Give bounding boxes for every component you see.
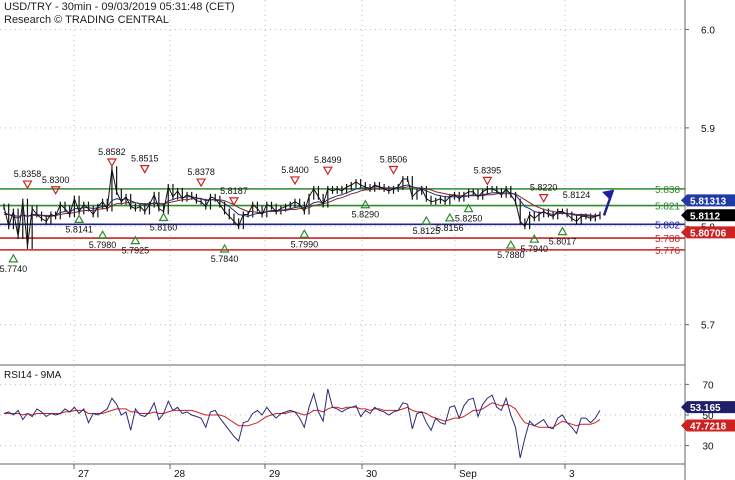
price-badge-label: 5.81313 xyxy=(690,196,727,207)
annotation-label: 5.8220 xyxy=(530,183,558,193)
price-badge-label: 5.8112 xyxy=(690,211,720,222)
chart-title: USD/TRY - 30min - 09/03/2019 05:31:48 (C… xyxy=(4,1,235,13)
rsi-badge-label: 47.7218 xyxy=(690,421,727,432)
x-tick-label: 30 xyxy=(366,469,378,480)
annotation-label: 5.7980 xyxy=(89,240,117,250)
resistance-marker xyxy=(196,178,207,188)
support-marker xyxy=(299,229,310,238)
resistance-marker xyxy=(322,166,333,176)
price-line xyxy=(3,169,601,246)
annotation-label: 5.7840 xyxy=(211,254,239,264)
support-marker xyxy=(360,199,371,209)
annotation-label: 5.8290 xyxy=(352,210,380,220)
annotation-label: 5.7940 xyxy=(521,244,549,254)
rsi-series xyxy=(3,388,601,459)
y-tick-label: 5.7 xyxy=(701,321,715,332)
resistance-marker xyxy=(139,165,150,174)
support-marker xyxy=(557,226,568,236)
support-marker xyxy=(505,239,516,249)
x-tick-label: Sep xyxy=(459,469,477,480)
resistance-marker xyxy=(106,158,117,168)
support-marker xyxy=(219,243,230,253)
support-marker xyxy=(463,203,474,213)
annotation-label: 5.8499 xyxy=(314,155,342,165)
annotation-label: 5.8506 xyxy=(380,154,408,164)
rsi-panel-title: RSI14 - 9MA xyxy=(4,370,62,381)
annotation-label: 5.8125 xyxy=(413,226,441,236)
rsi-y-tick-label: 70 xyxy=(702,380,714,391)
resistance-marker xyxy=(289,176,300,186)
level-label: 5.838 xyxy=(655,185,680,196)
x-tick-label: 3 xyxy=(569,469,575,480)
level-label: 5.776 xyxy=(655,246,680,257)
chart-subtitle: Research © TRADING CENTRAL xyxy=(4,14,169,26)
annotation-label: 5.8515 xyxy=(131,154,159,164)
y-tick-label: 5.9 xyxy=(701,124,715,135)
support-marker xyxy=(8,253,19,263)
support-marker xyxy=(97,230,108,239)
price-badge-last xyxy=(681,209,735,222)
level-label: 5.802 xyxy=(655,220,680,231)
annotation-label: 5.8141 xyxy=(65,224,93,234)
rsi-line xyxy=(3,388,601,459)
support-marker xyxy=(158,212,169,222)
level-label: 5.788 xyxy=(655,234,680,245)
annotation-label: 5.8187 xyxy=(220,186,248,196)
resistance-marker xyxy=(228,197,239,207)
price-badge-bid xyxy=(681,226,735,239)
resistance-marker xyxy=(482,176,493,186)
annotation-label: 5.8378 xyxy=(187,167,215,177)
resistance-marker xyxy=(538,194,549,203)
annotation-label: 5.8358 xyxy=(14,169,42,179)
price-series xyxy=(3,166,615,249)
support-marker xyxy=(130,235,141,245)
x-tick-label: 27 xyxy=(78,469,90,480)
annotation-label: 5.8395 xyxy=(474,165,502,175)
annotation-label: 5.7990 xyxy=(291,239,319,249)
resistance-marker xyxy=(388,165,399,175)
annotation-label: 5.8582 xyxy=(98,147,126,157)
annotation-label: 5.7880 xyxy=(497,250,525,260)
annotation-label: 5.8300 xyxy=(42,175,70,185)
ma-fast-line xyxy=(3,184,601,219)
annotation-label: 5.8160 xyxy=(150,223,178,233)
level-lines xyxy=(0,188,685,251)
x-tick-label: 28 xyxy=(174,469,186,480)
annotation-label: 5.8250 xyxy=(455,214,483,224)
main-grid xyxy=(0,0,685,364)
support-marker xyxy=(421,215,432,225)
level-label: 5.821 xyxy=(655,202,680,213)
resistance-marker xyxy=(22,180,33,190)
support-marker xyxy=(529,233,540,243)
annotation-label: 5.8017 xyxy=(549,237,577,247)
forecast-arrow-head xyxy=(602,189,613,199)
y-tick-label: 6.0 xyxy=(701,26,715,37)
x-tick-labels: 27 28 29 30 Sep 3 xyxy=(73,464,575,480)
rsi-badge-rsi xyxy=(681,401,735,414)
price-badges: 5.81313 5.8112 5.80706 53.165 47.7218 xyxy=(681,194,735,432)
rsi-y-tick-label: 50 xyxy=(702,411,714,422)
resistance-marker xyxy=(50,186,61,195)
rsi-ma-line xyxy=(4,402,601,428)
price-badge-ask xyxy=(681,194,735,207)
support-marker xyxy=(74,214,85,223)
annotation-label: 5.7740 xyxy=(0,264,27,274)
panel-frames xyxy=(0,0,686,480)
forecast-arrow-shaft xyxy=(602,189,615,216)
annotation-label: 5.8156 xyxy=(436,223,464,233)
rsi-title-text: RSI14 - 9MA xyxy=(4,370,62,381)
price-badge-label: 5.80706 xyxy=(690,228,727,239)
x-tick-label: 29 xyxy=(269,469,281,480)
annotation-label: 5.8400 xyxy=(281,165,309,175)
rsi-badge-rsi_ma xyxy=(681,419,735,432)
annotation-label: 5.7925 xyxy=(122,246,150,256)
rsi-badge-label: 53.165 xyxy=(690,403,721,414)
support-marker xyxy=(444,212,455,222)
rsi-grid xyxy=(0,366,685,464)
annotation-label: 5.8124 xyxy=(563,190,591,200)
rsi-y-tick-label: 30 xyxy=(702,442,714,453)
